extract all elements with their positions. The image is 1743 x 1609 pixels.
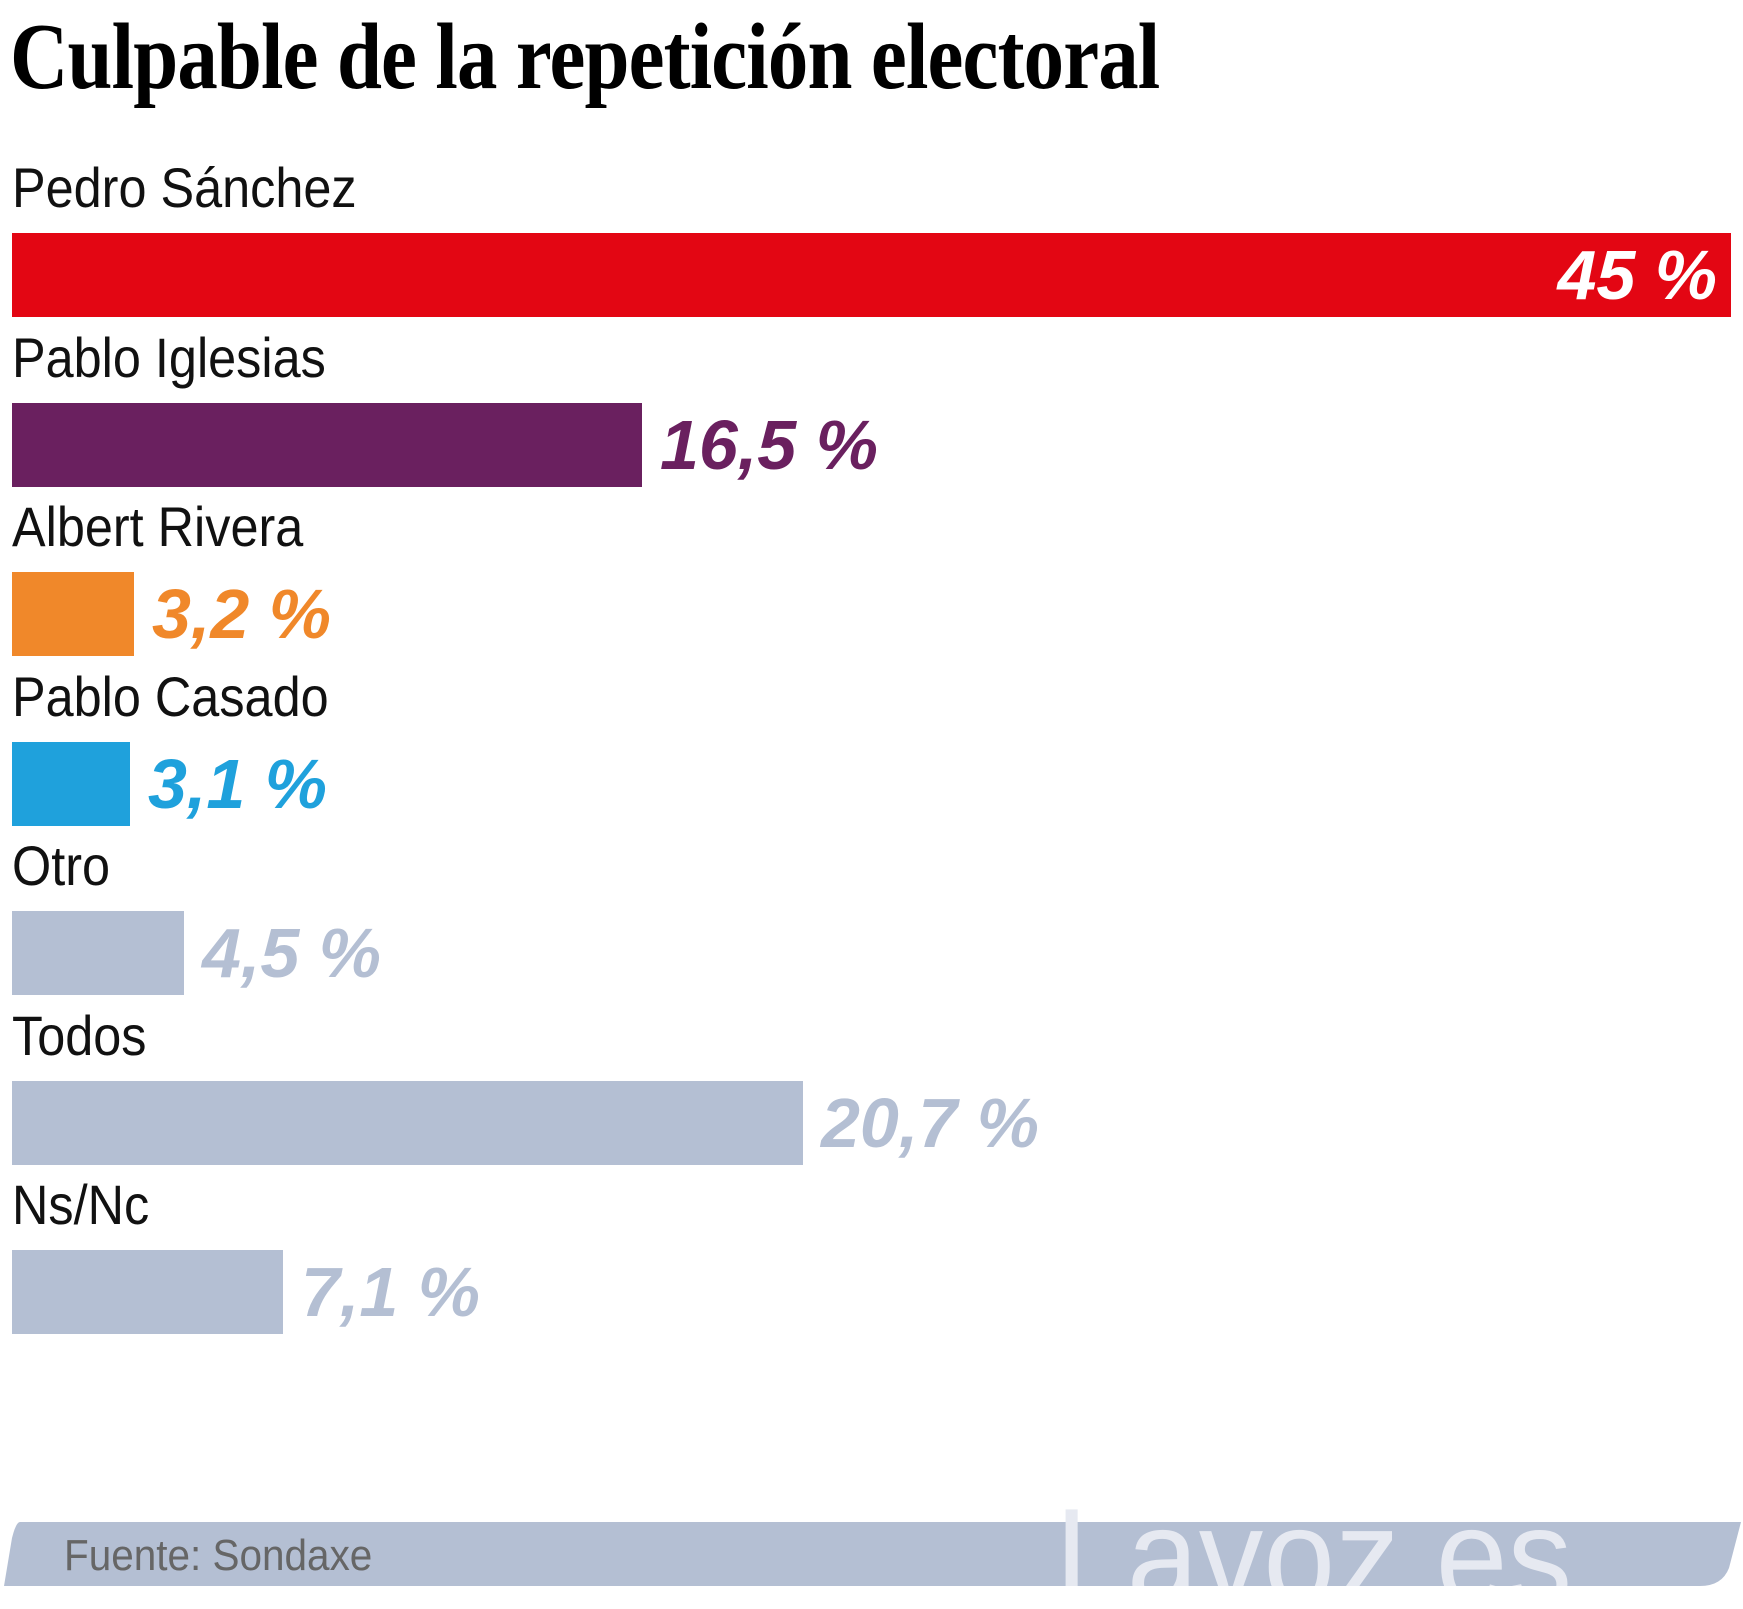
chart-title: Culpable de la repetición electoral <box>10 5 1160 109</box>
value-label: 3,2 % <box>152 575 331 653</box>
value-label: 7,1 % <box>301 1253 480 1331</box>
bar-row: Ns/Nc 7,1 % <box>0 1169 1743 1357</box>
category-label: Pablo Iglesias <box>12 326 326 389</box>
bar-row: Albert Rivera 3,2 % <box>0 491 1743 679</box>
bar <box>12 1250 283 1334</box>
value-label: 4,5 % <box>202 914 381 992</box>
value-label: 20,7 % <box>821 1084 1039 1162</box>
brand-watermark: Lavoz.es <box>1055 1476 1615 1586</box>
source-note: Fuente: Sondaxe <box>64 1531 373 1580</box>
footer-bar <box>4 1522 1741 1586</box>
bar-row: Pablo Casado 3,1 % <box>0 661 1743 849</box>
value-label: 3,1 % <box>148 745 327 823</box>
category-label: Otro <box>12 834 111 897</box>
bar-row: Otro 4,5 % <box>0 830 1743 1018</box>
category-label: Albert Rivera <box>12 495 304 558</box>
bar-row: Pablo Iglesias 16,5 % <box>0 322 1743 510</box>
bar <box>12 233 1731 317</box>
value-label: 16,5 % <box>660 406 878 484</box>
bar <box>12 911 184 995</box>
bar-row: Todos 20,7 % <box>0 1000 1743 1188</box>
bar-row: Pedro Sánchez 45 % <box>0 152 1743 340</box>
bar <box>12 572 134 656</box>
bar <box>12 742 130 826</box>
footer-banner-shape <box>4 1522 1741 1586</box>
bar <box>12 403 642 487</box>
bar <box>12 1081 803 1165</box>
brand-logo-text: Lavoz.es <box>1055 1480 1573 1586</box>
category-label: Pablo Casado <box>12 665 329 728</box>
value-label: 45 % <box>1557 236 1717 314</box>
category-label: Ns/Nc <box>12 1173 150 1236</box>
category-label: Pedro Sánchez <box>12 156 357 219</box>
category-label: Todos <box>12 1004 147 1067</box>
